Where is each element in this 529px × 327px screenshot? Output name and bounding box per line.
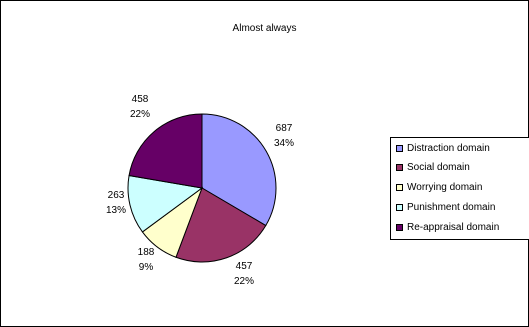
- slice-percent-label: 34%: [274, 138, 294, 149]
- slice-percent-label: 9%: [139, 262, 154, 273]
- legend-swatch: [396, 204, 403, 211]
- pie-slice: [201, 113, 277, 227]
- slice-value-label: 457: [236, 261, 253, 272]
- slice-value-label: 458: [132, 94, 149, 105]
- slice-value-label: 687: [276, 123, 293, 134]
- pie-slice: [128, 113, 203, 189]
- legend-swatch: [396, 224, 403, 231]
- legend-swatch: [396, 164, 403, 171]
- legend-swatch: [396, 145, 403, 152]
- chart-title: Almost always: [232, 23, 297, 34]
- slice-value-label: 263: [108, 190, 125, 201]
- legend-label: Distraction domain: [407, 143, 490, 154]
- legend-label: Punishment domain: [407, 202, 496, 213]
- slice-labels: 687 34% 457 22% 188 9% 263 13% 458 22%: [106, 94, 294, 287]
- pie-slice: [127, 174, 204, 233]
- legend-swatch: [396, 184, 403, 191]
- pie-slice: [175, 187, 267, 263]
- slice-percent-label: 22%: [130, 109, 150, 120]
- pie-slices: [127, 113, 277, 263]
- slice-value-label: 188: [138, 247, 155, 258]
- slice-percent-label: 22%: [234, 276, 254, 287]
- legend-label: Re-appraisal domain: [407, 222, 500, 233]
- legend: Distraction domain Social domain Worryin…: [390, 137, 529, 240]
- slice-percent-label: 13%: [106, 205, 126, 216]
- legend-label: Worrying domain: [407, 182, 483, 193]
- legend-label: Social domain: [407, 162, 470, 173]
